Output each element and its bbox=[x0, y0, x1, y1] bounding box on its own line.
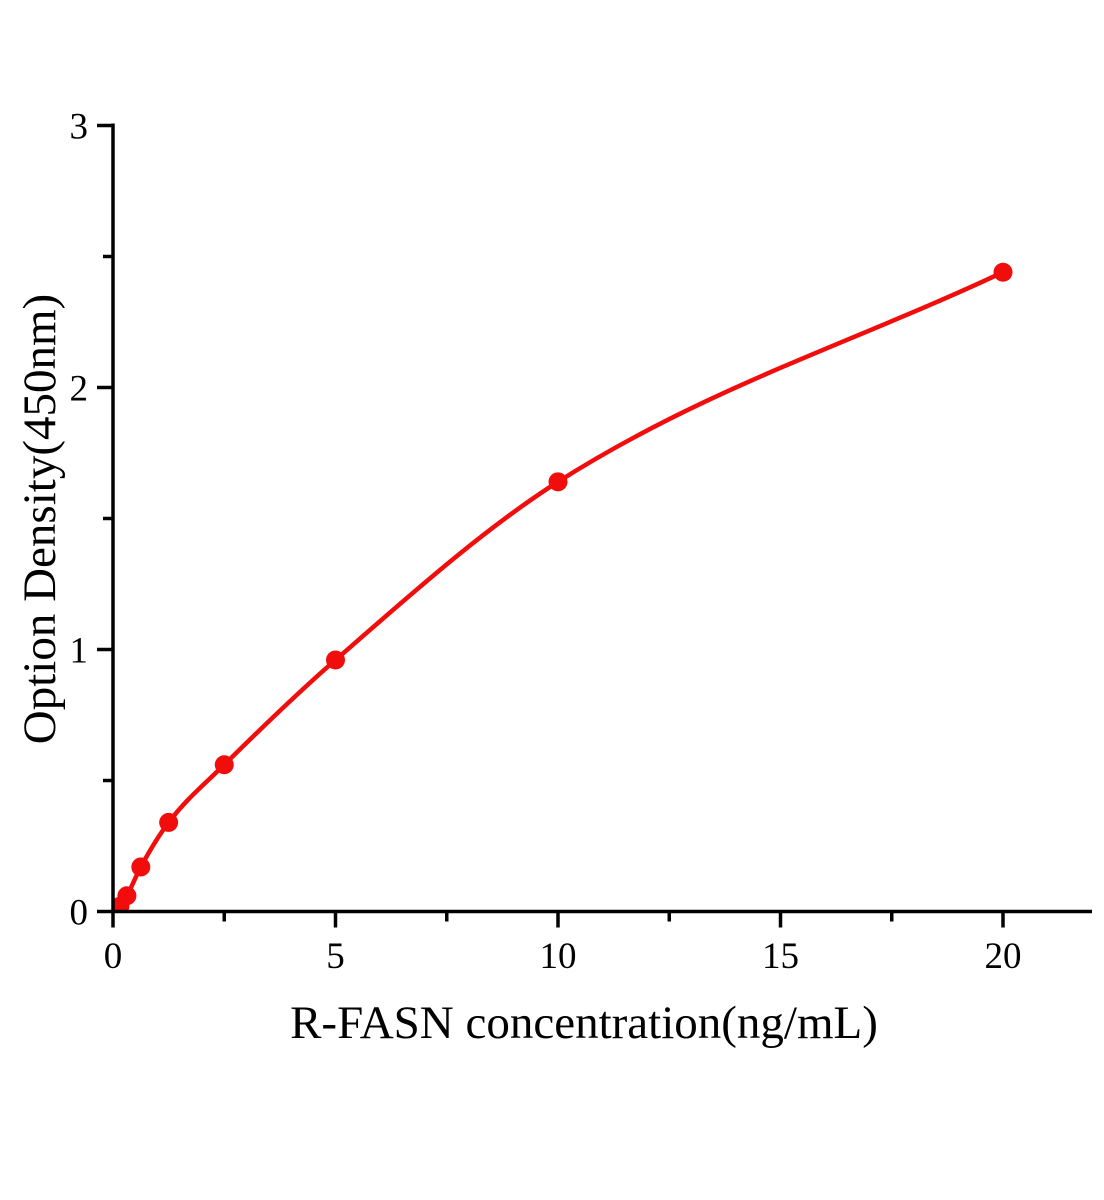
x-tick-label: 10 bbox=[540, 936, 577, 977]
fit-curve bbox=[113, 269, 1006, 912]
data-point bbox=[993, 262, 1013, 282]
data-point bbox=[326, 650, 345, 670]
data-point bbox=[159, 812, 179, 832]
x-tick-label: 15 bbox=[762, 936, 799, 977]
y-tick-label: 3 bbox=[70, 107, 89, 148]
y-tick-label: 1 bbox=[70, 631, 89, 672]
data-point bbox=[214, 755, 234, 775]
x-axis-title: R-FASN concentration(ng/mL) bbox=[290, 997, 878, 1049]
data-point bbox=[117, 886, 137, 906]
axes-layer bbox=[97, 123, 1092, 928]
x-tick-label: 5 bbox=[326, 936, 345, 977]
tick-label-layer: 0 5 10 15 20 0 1 2 3 bbox=[70, 107, 1022, 978]
y-axis-title: Option Density(450nm) bbox=[14, 294, 66, 744]
data-point bbox=[131, 857, 151, 877]
x-tick-label: 20 bbox=[985, 936, 1022, 977]
y-tick-label: 2 bbox=[70, 369, 89, 410]
y-tick-label: 0 bbox=[70, 893, 89, 934]
data-point bbox=[548, 472, 568, 492]
series-layer bbox=[113, 262, 1013, 912]
x-tick-label: 0 bbox=[104, 936, 123, 977]
